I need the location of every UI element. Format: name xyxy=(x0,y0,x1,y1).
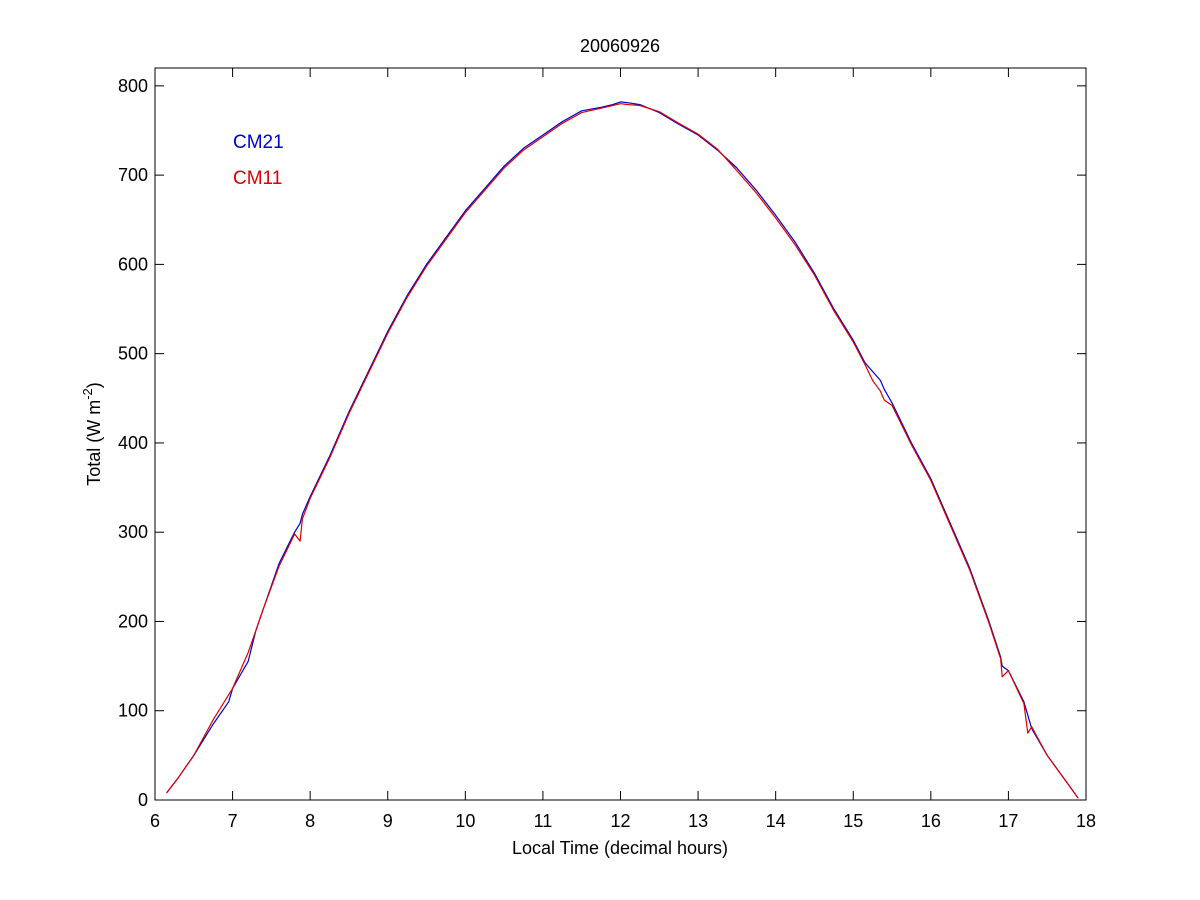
y-tick-label: 100 xyxy=(118,701,148,721)
y-tick-label: 600 xyxy=(118,254,148,274)
legend-label-cm21: CM21 xyxy=(233,132,284,153)
x-axis-title: Local Time (decimal hours) xyxy=(512,838,728,858)
legend-label-cm11: CM11 xyxy=(233,168,282,189)
x-tick-label: 17 xyxy=(998,811,1018,831)
series-line-cm21 xyxy=(166,101,1079,799)
x-tick-label: 8 xyxy=(305,811,315,831)
y-tick-label: 300 xyxy=(118,522,148,542)
x-tick-label: 13 xyxy=(688,811,708,831)
x-tick-label: 9 xyxy=(383,811,393,831)
series-lines xyxy=(166,101,1079,799)
plot-area xyxy=(154,67,1087,801)
y-axis-title: Total (W m-2) xyxy=(80,382,104,486)
y-tick-label: 800 xyxy=(118,76,148,96)
x-tick-label: 7 xyxy=(228,811,238,831)
y-axis-title-suffix: ) xyxy=(84,382,104,388)
x-tick-label: 18 xyxy=(1076,811,1096,831)
x-tick-label: 6 xyxy=(150,811,160,831)
y-axis-title-superscript: -2 xyxy=(80,388,95,400)
y-tick-label: 400 xyxy=(118,433,148,453)
series-line-cm11 xyxy=(166,103,1079,799)
y-tick-label: 200 xyxy=(118,611,148,631)
y-axis-ticks: 0 100 200 300 400 500 600 700 800 xyxy=(118,76,1086,810)
x-tick-label: 16 xyxy=(921,811,941,831)
x-tick-label: 14 xyxy=(766,811,786,831)
x-tick-label: 11 xyxy=(534,811,553,831)
x-tick-label: 12 xyxy=(610,811,630,831)
chart-title: 20060926 xyxy=(580,36,660,56)
y-axis-title-main: Total (W m xyxy=(84,400,104,486)
y-tick-label: 700 xyxy=(118,165,148,185)
legend: CM21 CM11 xyxy=(233,132,284,189)
x-axis-ticks: 6 7 8 9 10 11 12 13 14 15 16 17 18 xyxy=(150,68,1096,831)
y-tick-label: 500 xyxy=(118,344,148,364)
y-tick-label: 0 xyxy=(138,790,148,810)
x-tick-label: 15 xyxy=(843,811,863,831)
x-tick-label: 10 xyxy=(455,811,475,831)
